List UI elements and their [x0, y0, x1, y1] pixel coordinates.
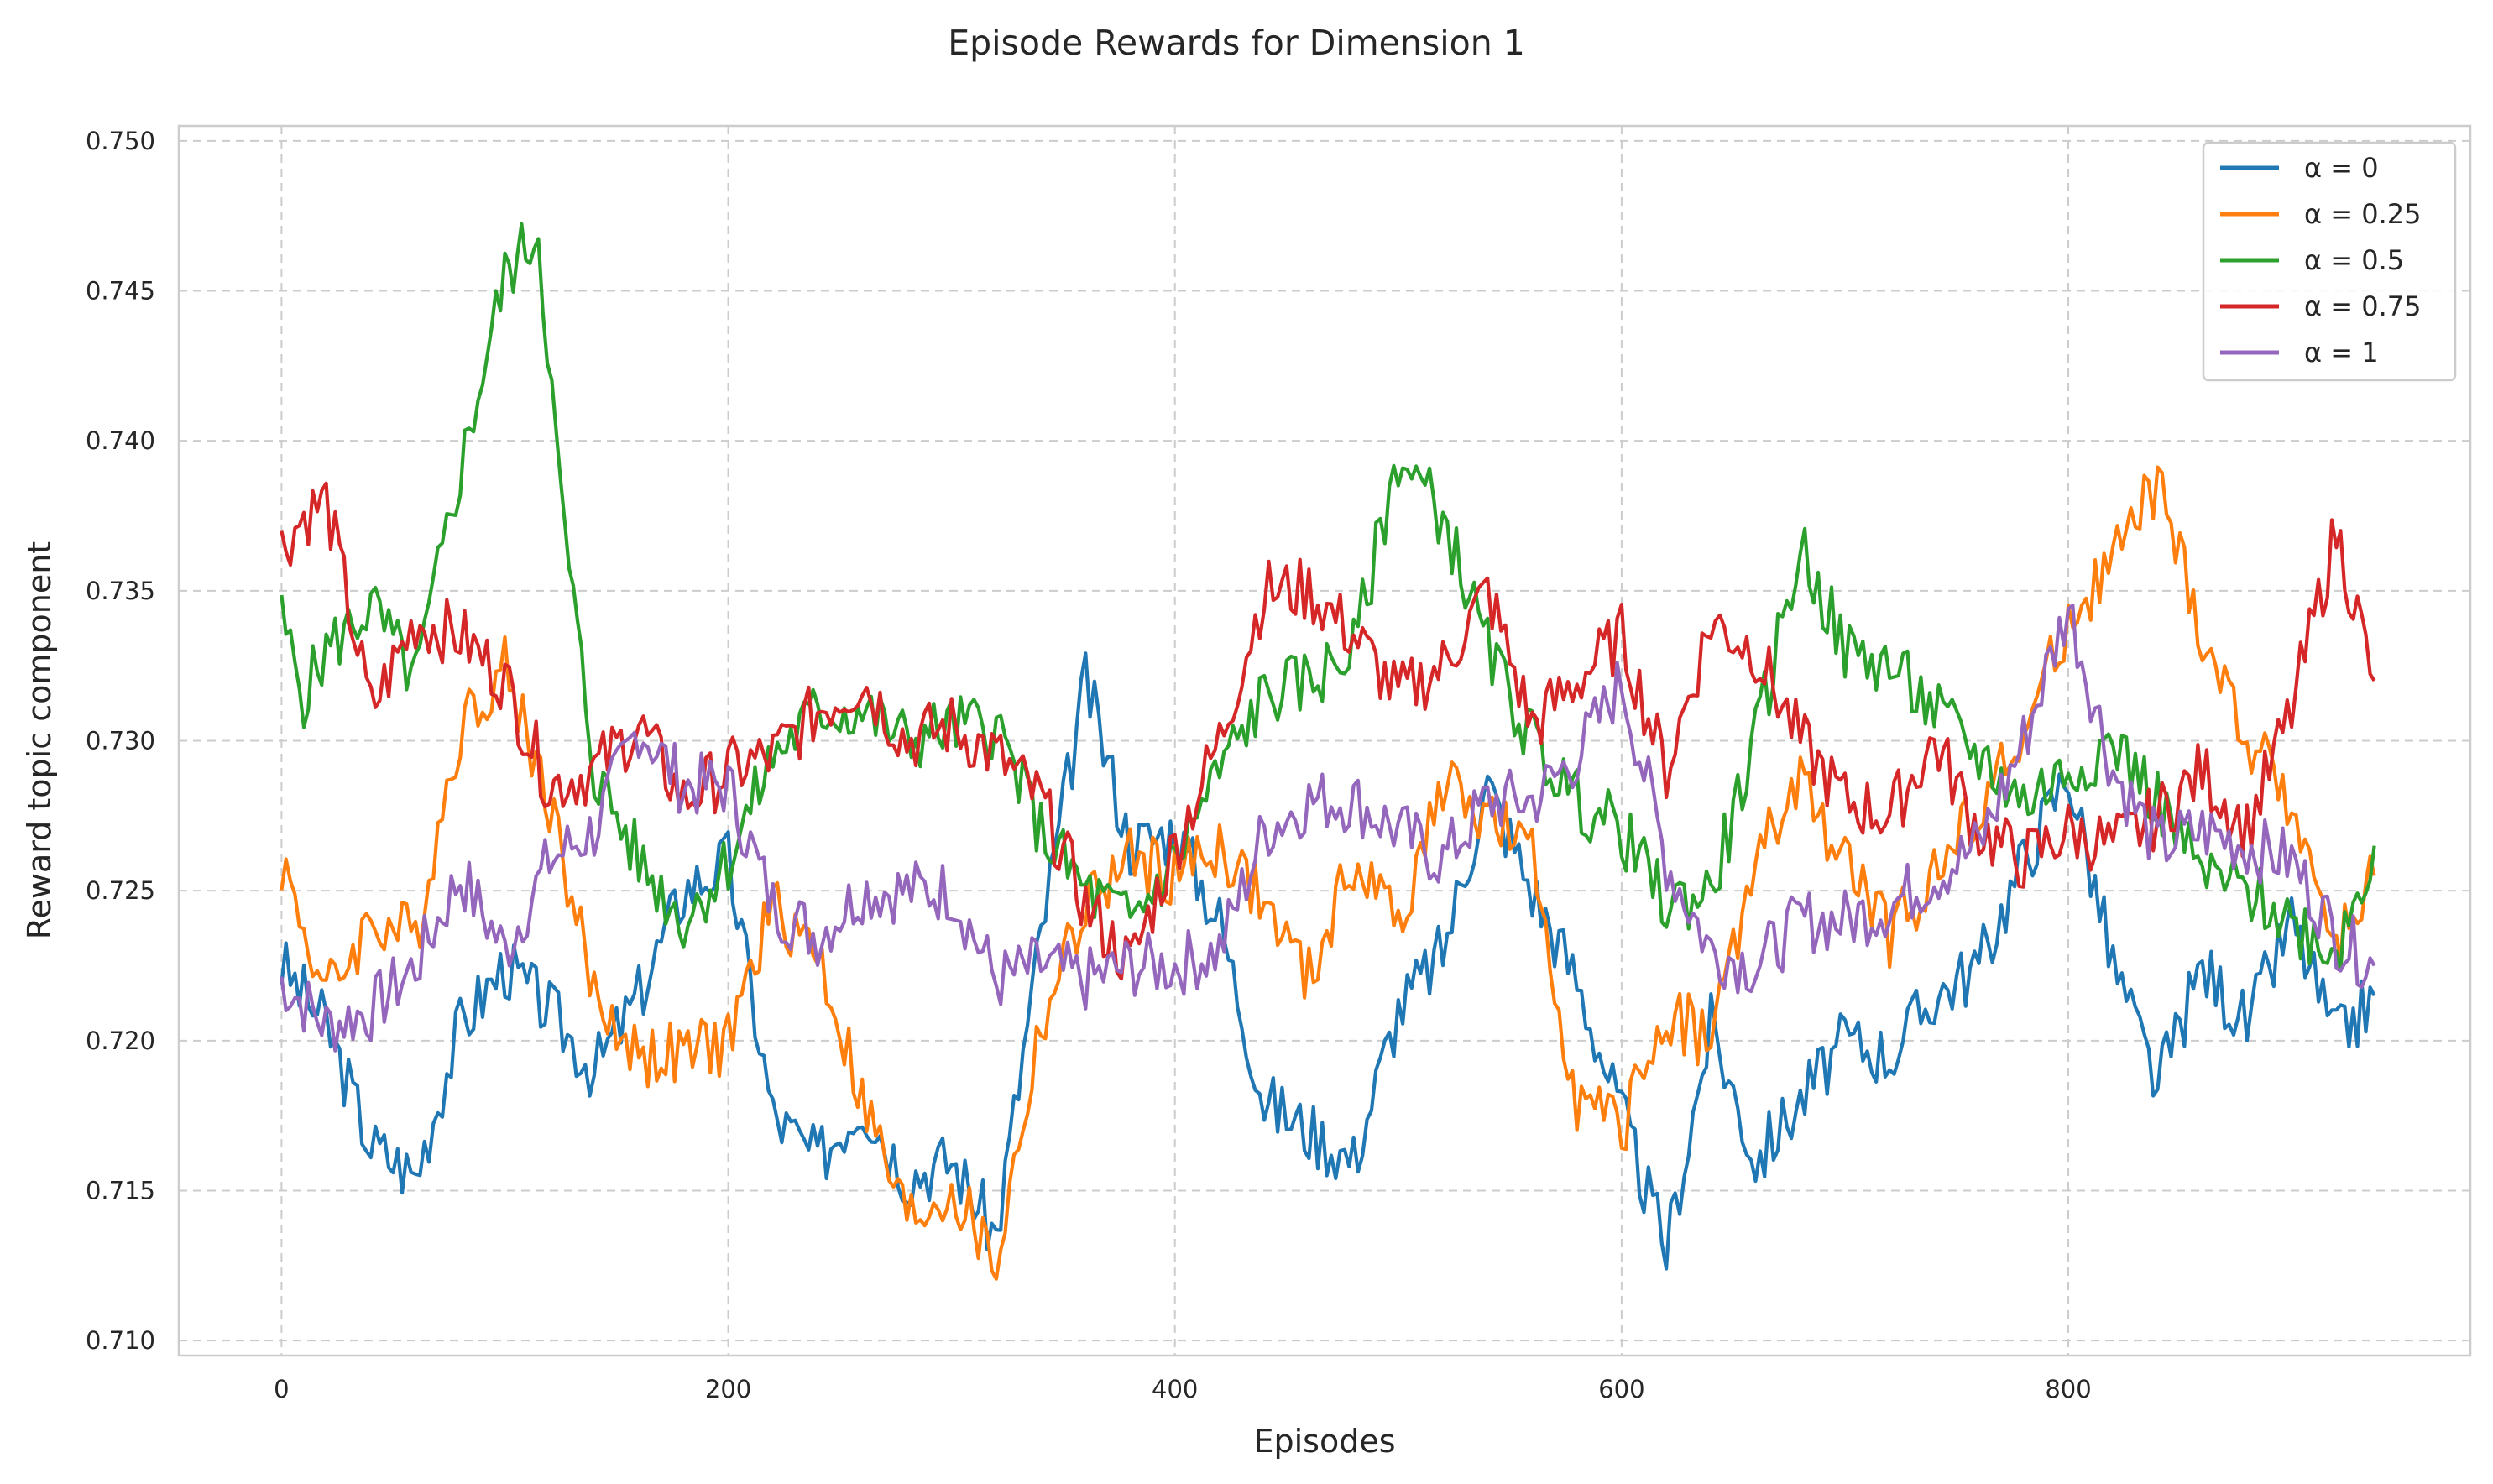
plot-frame [177, 124, 2472, 1357]
legend: α = 0 α = 0.25 α = 0.5 α = 0.75 α = 1 [2202, 141, 2457, 382]
y-tick-label: 0.750 [86, 127, 155, 155]
x-tick-label: 200 [705, 1375, 751, 1403]
x-tick-label: 600 [1598, 1375, 1644, 1403]
y-tick-label: 0.725 [86, 876, 155, 905]
legend-box [2202, 141, 2457, 382]
x-tick-label: 800 [2045, 1375, 2091, 1403]
y-tick-labels: 0.710 0.715 0.720 0.725 0.730 0.735 0.740 0.745… [86, 127, 155, 1355]
x-axis-label: Episodes [1253, 1423, 1395, 1460]
legend-entry-label: α = 0 [2304, 152, 2379, 184]
y-tick-label: 0.720 [86, 1027, 155, 1055]
series-line [280, 604, 2376, 1053]
grid-lines [179, 126, 2470, 1356]
series-line [280, 651, 2376, 1271]
y-tick-label: 0.710 [86, 1326, 155, 1355]
y-tick-label: 0.715 [86, 1176, 155, 1204]
legend-entry-label: α = 1 [2304, 337, 2379, 368]
y-tick-label: 0.735 [86, 577, 155, 605]
x-tick-labels: 0 200 400 600 800 [274, 1375, 2092, 1403]
y-tick-label: 0.740 [86, 426, 155, 455]
x-tick-label: 0 [274, 1375, 289, 1403]
y-tick-label: 0.730 [86, 727, 155, 755]
x-tick-label: 400 [1152, 1375, 1198, 1403]
legend-entry-label: α = 0.75 [2304, 290, 2422, 322]
y-tick-label: 0.745 [86, 277, 155, 306]
series-line [280, 465, 2376, 1281]
chart-title: Episode Rewards for Dimension 1 [948, 23, 1525, 63]
series-lines [280, 222, 2376, 1281]
legend-entry-label: α = 0.5 [2304, 244, 2404, 276]
series-line [280, 481, 2376, 981]
y-axis-label: Reward topic component [21, 541, 58, 939]
series-line [280, 222, 2376, 973]
legend-entry-label: α = 0.25 [2304, 198, 2422, 230]
